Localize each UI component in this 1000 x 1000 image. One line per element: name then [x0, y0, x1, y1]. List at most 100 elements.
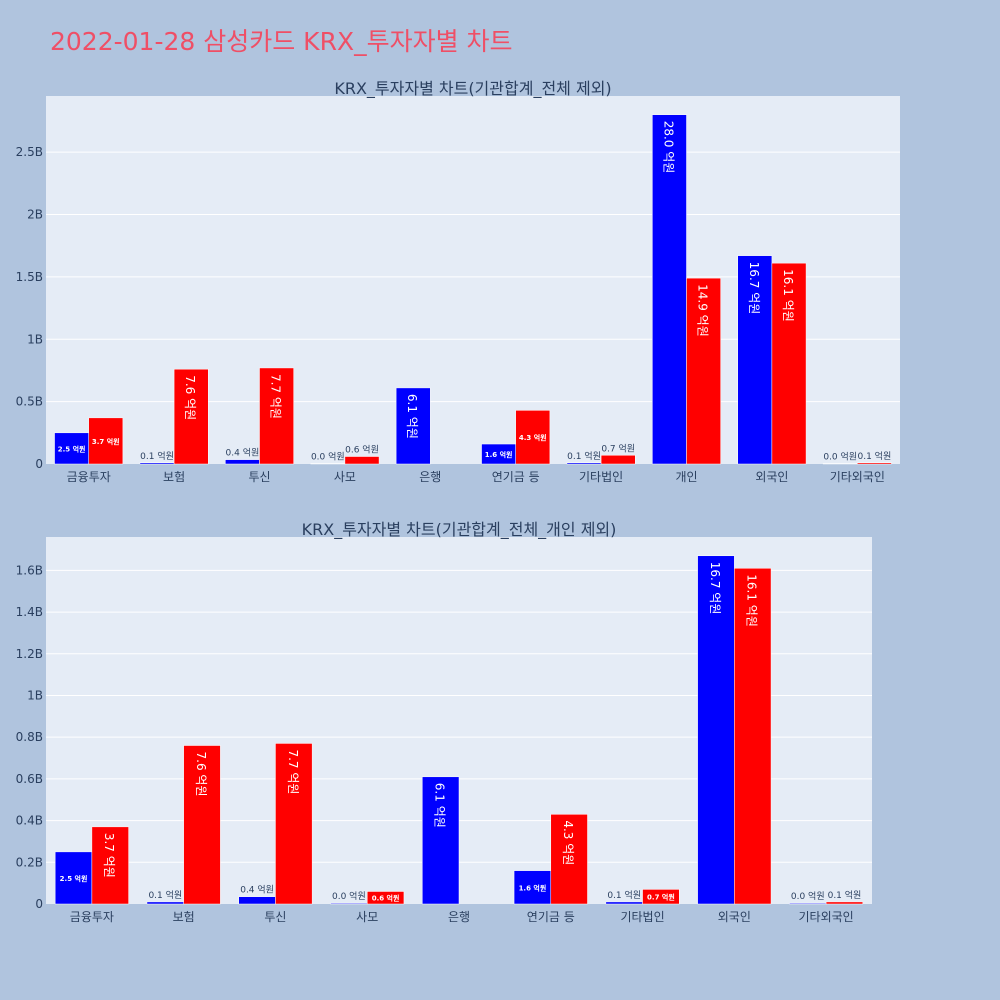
x-tick-label: 기타외국인: [830, 470, 885, 484]
bar-data-label: 0.6 억원: [345, 444, 379, 456]
bar-data-label: 0.1 억원: [140, 450, 174, 462]
bar: [550, 814, 588, 905]
bar: [605, 901, 643, 905]
bar-data-label: 3.7 억원: [102, 833, 116, 878]
chart-bottom: KRX_투자자별 차트(기관합계_전체_개인 제외) 0 0.2B 0.4B 0.6B 0…: [16, 520, 872, 924]
y-tick-label: 0.4B: [16, 814, 43, 828]
x-tick-label: 기타법인: [620, 910, 664, 924]
bar-data-label: 0.1 억원: [567, 450, 601, 462]
bar-data-label: 4.3 억원: [519, 433, 547, 442]
bar-data-label: 14.9 억원: [696, 284, 710, 337]
x-tick-label: 외국인: [718, 910, 751, 924]
bar-data-label: 0.1 억원: [828, 889, 862, 901]
bar: [697, 555, 735, 905]
bar: [238, 896, 276, 905]
x-tick-label: 금융투자: [70, 910, 114, 924]
bar: [54, 851, 93, 905]
x-tick-label: 투신: [264, 910, 286, 924]
chart-title: KRX_투자자별 차트(기관합계_전체_개인 제외): [302, 520, 617, 540]
bar-data-label: 0.7 억원: [601, 442, 635, 454]
bar: [330, 902, 368, 905]
y-tick-label: 2B: [27, 208, 43, 222]
x-tick-label: 보험: [173, 910, 195, 924]
x-tick-label: 연기금 등: [492, 470, 540, 484]
bar: [652, 114, 687, 465]
x-tick-label: 투신: [248, 470, 270, 484]
y-tick-label: 1.5B: [16, 270, 43, 284]
bar-data-label: 0.4 억원: [226, 447, 260, 459]
bar-data-label: 0.0 억원: [791, 890, 825, 902]
y-tick-label: 1.6B: [16, 563, 43, 577]
bar: [275, 743, 313, 905]
bar: [686, 277, 721, 465]
bar: [225, 459, 260, 465]
bar-data-label: 16.1 억원: [781, 269, 795, 322]
bar-data-label: 0.1 억원: [607, 889, 641, 901]
chart-title: KRX_투자자별 차트(기관합계_전체 제외): [334, 79, 611, 99]
y-tick-label: 0.8B: [16, 730, 43, 744]
bar: [734, 568, 772, 905]
bar: [789, 902, 827, 905]
bar-data-label: 7.7 억원: [269, 374, 283, 419]
y-tick-label: 0.6B: [16, 772, 43, 786]
x-tick-label: 기타외국인: [799, 910, 854, 924]
bar-data-label: 16.7 억원: [708, 562, 722, 615]
bar: [825, 901, 864, 905]
bar: [54, 432, 89, 465]
y-tick-label: 0.5B: [16, 395, 43, 409]
bar-data-label: 16.1 억원: [745, 574, 759, 627]
bar-data-label: 4.3 억원: [561, 820, 575, 865]
bar: [515, 410, 551, 465]
bar-data-label: 6.1 억원: [433, 783, 447, 828]
bar: [366, 891, 405, 905]
x-tick-label: 사모: [334, 470, 356, 484]
bar-data-label: 2.5 억원: [58, 444, 86, 453]
y-tick-label: 1.4B: [16, 605, 43, 619]
y-tick-label: 1B: [27, 332, 43, 346]
x-tick-label: 금융투자: [67, 470, 111, 484]
bar-data-label: 16.7 억원: [747, 262, 761, 315]
x-tick-label: 은행: [448, 909, 470, 924]
x-tick-label: 사모: [356, 910, 378, 924]
bar: [146, 901, 184, 905]
y-tick-label: 1.2B: [16, 647, 43, 661]
y-tick-label: 0: [35, 457, 43, 471]
bar-data-label: 0.1 억원: [148, 889, 182, 901]
bar-data-label: 28.0 억원: [661, 121, 675, 174]
bar-data-label: 0.1 억원: [858, 450, 892, 462]
x-tick-label: 연기금 등: [527, 910, 575, 924]
bar-data-label: 0.7 억원: [647, 893, 675, 902]
bar-data-label: 6.1 억원: [405, 394, 419, 439]
x-tick-label: 기타법인: [579, 470, 623, 484]
y-tick-label: 2.5B: [16, 145, 43, 159]
chart-top: KRX_투자자별 차트(기관합계_전체 제외) 0 0.5B 1B 1.5B 2B 2.5B…: [16, 79, 900, 484]
bar-data-label: 0.4 억원: [240, 884, 274, 896]
bar: [395, 387, 431, 465]
bar: [422, 776, 460, 905]
bar-data-label: 3.7 억원: [92, 437, 120, 446]
y-tick-label: 0.2B: [16, 855, 43, 869]
bar-data-label: 0.0 억원: [311, 451, 345, 463]
bar: [771, 262, 807, 465]
bar: [857, 462, 892, 465]
bar-data-label: 0.6 억원: [372, 894, 400, 903]
bar-data-label: 0.0 억원: [332, 890, 366, 902]
bar-data-label: 1.6 억원: [485, 450, 513, 459]
bar-data-label: 2.5 억원: [60, 874, 88, 883]
bar: [600, 455, 636, 465]
bar: [566, 462, 602, 465]
bar: [259, 367, 294, 465]
x-tick-label: 외국인: [755, 470, 788, 484]
bar-data-label: 0.0 억원: [823, 451, 857, 463]
y-tick-label: 1B: [27, 688, 43, 702]
bar: [183, 745, 221, 905]
bar: [173, 368, 209, 465]
x-tick-label: 개인: [675, 470, 697, 484]
x-tick-label: 은행: [419, 469, 441, 484]
bar: [737, 255, 773, 465]
bar: [344, 456, 380, 465]
bar: [642, 889, 680, 905]
bar: [139, 462, 175, 465]
bar-data-label: 7.7 억원: [286, 749, 300, 794]
bar-data-label: 7.6 억원: [194, 752, 208, 797]
